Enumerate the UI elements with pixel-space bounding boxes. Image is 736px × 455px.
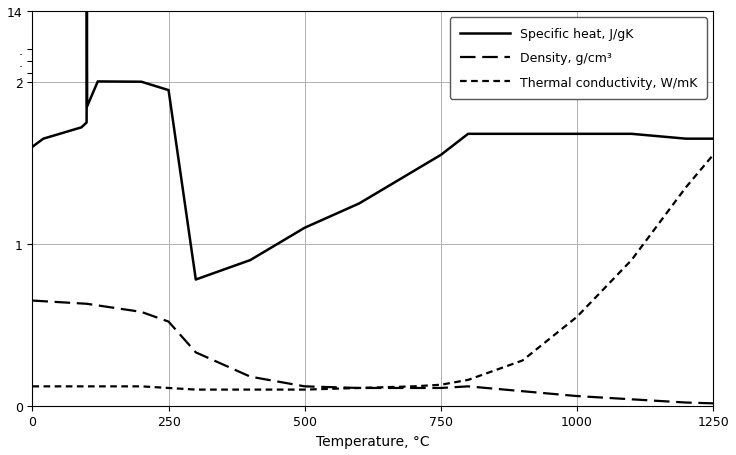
Thermal conductivity, W/mK <box>355 385 364 391</box>
Density, g/cm³ <box>82 301 91 307</box>
Density, g/cm³ <box>409 385 418 391</box>
Thermal conductivity, W/mK <box>682 185 690 191</box>
Specific heat, J/gK <box>464 132 473 137</box>
Density, g/cm³ <box>627 397 636 402</box>
Specific heat, J/gK <box>77 125 86 131</box>
Density, g/cm³ <box>518 389 527 394</box>
Specific heat, J/gK <box>82 104 91 110</box>
Density, g/cm³ <box>355 385 364 391</box>
Density, g/cm³ <box>28 298 37 303</box>
Density, g/cm³ <box>709 401 718 406</box>
Density, g/cm³ <box>246 374 255 379</box>
Specific heat, J/gK <box>573 132 581 137</box>
Thermal conductivity, W/mK <box>627 258 636 263</box>
Density, g/cm³ <box>573 394 581 399</box>
Specific heat, J/gK <box>436 153 445 158</box>
Specific heat, J/gK <box>137 80 146 85</box>
Thermal conductivity, W/mK <box>82 384 91 389</box>
Specific heat, J/gK <box>355 201 364 207</box>
Specific heat, J/gK <box>164 88 173 94</box>
Thermal conductivity, W/mK <box>709 153 718 158</box>
X-axis label: Temperature, °C: Temperature, °C <box>316 434 430 448</box>
Density, g/cm³ <box>464 384 473 389</box>
Thermal conductivity, W/mK <box>137 384 146 389</box>
Specific heat, J/gK <box>246 258 255 263</box>
Thermal conductivity, W/mK <box>436 382 445 388</box>
Density, g/cm³ <box>682 400 690 405</box>
Line: Density, g/cm³: Density, g/cm³ <box>32 301 713 404</box>
Density, g/cm³ <box>164 319 173 324</box>
Line: Thermal conductivity, W/mK: Thermal conductivity, W/mK <box>32 156 713 390</box>
Specific heat, J/gK <box>28 145 37 150</box>
Thermal conductivity, W/mK <box>300 387 309 393</box>
Specific heat, J/gK <box>627 132 636 137</box>
Specific heat, J/gK <box>709 136 718 142</box>
Thermal conductivity, W/mK <box>409 384 418 389</box>
Thermal conductivity, W/mK <box>191 387 200 393</box>
Thermal conductivity, W/mK <box>164 385 173 391</box>
Density, g/cm³ <box>436 385 445 391</box>
Thermal conductivity, W/mK <box>573 314 581 320</box>
Specific heat, J/gK <box>93 80 102 85</box>
Specific heat, J/gK <box>300 226 309 231</box>
Specific heat, J/gK <box>39 136 48 142</box>
Thermal conductivity, W/mK <box>28 384 37 389</box>
Specific heat, J/gK <box>518 132 527 137</box>
Specific heat, J/gK <box>82 121 91 126</box>
Thermal conductivity, W/mK <box>246 387 255 393</box>
Specific heat, J/gK <box>191 277 200 283</box>
Thermal conductivity, W/mK <box>518 358 527 364</box>
Specific heat, J/gK <box>82 9 91 15</box>
Thermal conductivity, W/mK <box>464 377 473 383</box>
Density, g/cm³ <box>191 350 200 355</box>
Density, g/cm³ <box>300 384 309 389</box>
Legend: Specific heat, J/gK, Density, g/cm³, Thermal conductivity, W/mK: Specific heat, J/gK, Density, g/cm³, The… <box>450 18 707 100</box>
Specific heat, J/gK <box>682 136 690 142</box>
Line: Specific heat, J/gK: Specific heat, J/gK <box>32 12 713 280</box>
Density, g/cm³ <box>137 309 146 315</box>
